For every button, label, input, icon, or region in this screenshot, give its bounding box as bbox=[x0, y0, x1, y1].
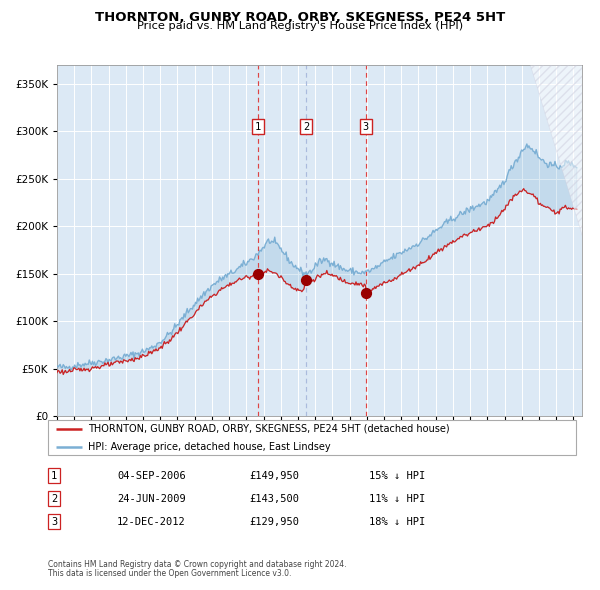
Text: THORNTON, GUNBY ROAD, ORBY, SKEGNESS, PE24 5HT: THORNTON, GUNBY ROAD, ORBY, SKEGNESS, PE… bbox=[95, 11, 505, 24]
Polygon shape bbox=[530, 65, 582, 235]
Point bbox=[301, 275, 311, 284]
Point bbox=[361, 288, 371, 297]
Text: 1: 1 bbox=[255, 122, 261, 132]
FancyBboxPatch shape bbox=[48, 420, 576, 455]
Text: Contains HM Land Registry data © Crown copyright and database right 2024.: Contains HM Land Registry data © Crown c… bbox=[48, 560, 347, 569]
Text: £149,950: £149,950 bbox=[249, 471, 299, 480]
Text: 2: 2 bbox=[303, 122, 310, 132]
Point bbox=[253, 269, 263, 278]
Text: 24-JUN-2009: 24-JUN-2009 bbox=[117, 494, 186, 503]
Text: 18% ↓ HPI: 18% ↓ HPI bbox=[369, 517, 425, 526]
Text: 3: 3 bbox=[363, 122, 369, 132]
Text: 15% ↓ HPI: 15% ↓ HPI bbox=[369, 471, 425, 480]
Text: 2: 2 bbox=[51, 494, 57, 503]
Text: £129,950: £129,950 bbox=[249, 517, 299, 526]
Text: THORNTON, GUNBY ROAD, ORBY, SKEGNESS, PE24 5HT (detached house): THORNTON, GUNBY ROAD, ORBY, SKEGNESS, PE… bbox=[88, 424, 449, 434]
Text: 3: 3 bbox=[51, 517, 57, 526]
Text: 04-SEP-2006: 04-SEP-2006 bbox=[117, 471, 186, 480]
Text: Price paid vs. HM Land Registry's House Price Index (HPI): Price paid vs. HM Land Registry's House … bbox=[137, 21, 463, 31]
Text: £143,500: £143,500 bbox=[249, 494, 299, 503]
Text: 11% ↓ HPI: 11% ↓ HPI bbox=[369, 494, 425, 503]
Text: 1: 1 bbox=[51, 471, 57, 480]
Text: This data is licensed under the Open Government Licence v3.0.: This data is licensed under the Open Gov… bbox=[48, 569, 292, 578]
Text: 12-DEC-2012: 12-DEC-2012 bbox=[117, 517, 186, 526]
Text: HPI: Average price, detached house, East Lindsey: HPI: Average price, detached house, East… bbox=[88, 442, 330, 451]
